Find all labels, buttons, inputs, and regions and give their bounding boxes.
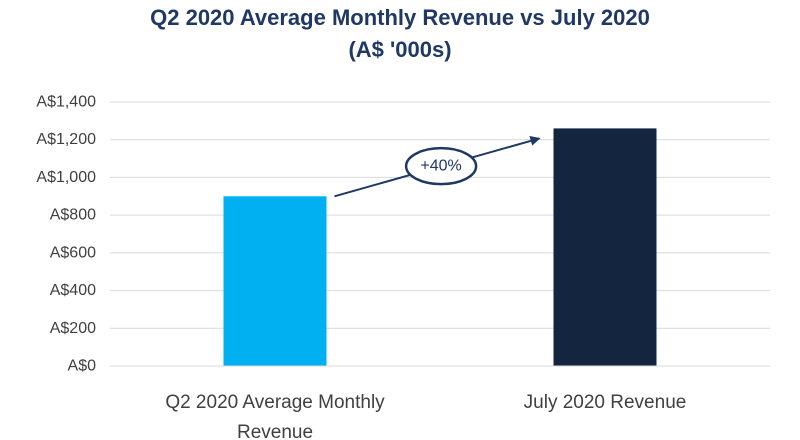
y-tick-label: A$200 — [50, 320, 96, 337]
y-tick-label: A$1,400 — [36, 94, 96, 111]
bars — [223, 128, 657, 366]
growth-badge-label: +40% — [420, 158, 461, 175]
chart-title: Q2 2020 Average Monthly Revenue vs July … — [0, 2, 800, 66]
bar — [223, 196, 327, 366]
y-tick-label: A$1,200 — [36, 131, 96, 148]
growth-badge-ellipse — [404, 146, 478, 186]
y-tick-label: A$600 — [50, 244, 96, 261]
x-category-label: Q2 2020 Average Monthly — [165, 392, 385, 413]
chart-title-line-1: Q2 2020 Average Monthly Revenue vs July … — [150, 5, 650, 30]
gridlines — [110, 101, 770, 329]
growth-annotation: +40% — [334, 136, 541, 198]
x-axis-labels: Q2 2020 Average Monthly Revenue July 2020 … — [165, 392, 686, 440]
y-axis-ticks: A$0 A$200 A$400 A$600 A$800 A$1,000 A$1,200 A$1… — [36, 94, 96, 375]
y-tick-label: A$800 — [50, 207, 96, 224]
chart-title-line-2: (A$ '000s) — [348, 37, 452, 62]
y-tick-label: A$400 — [50, 282, 96, 299]
bar — [553, 128, 657, 366]
x-category-label: July 2020 Revenue — [524, 392, 687, 413]
x-category-label: Revenue — [237, 422, 313, 440]
y-tick-label: A$1,000 — [36, 169, 96, 186]
y-tick-label: A$0 — [68, 358, 97, 375]
